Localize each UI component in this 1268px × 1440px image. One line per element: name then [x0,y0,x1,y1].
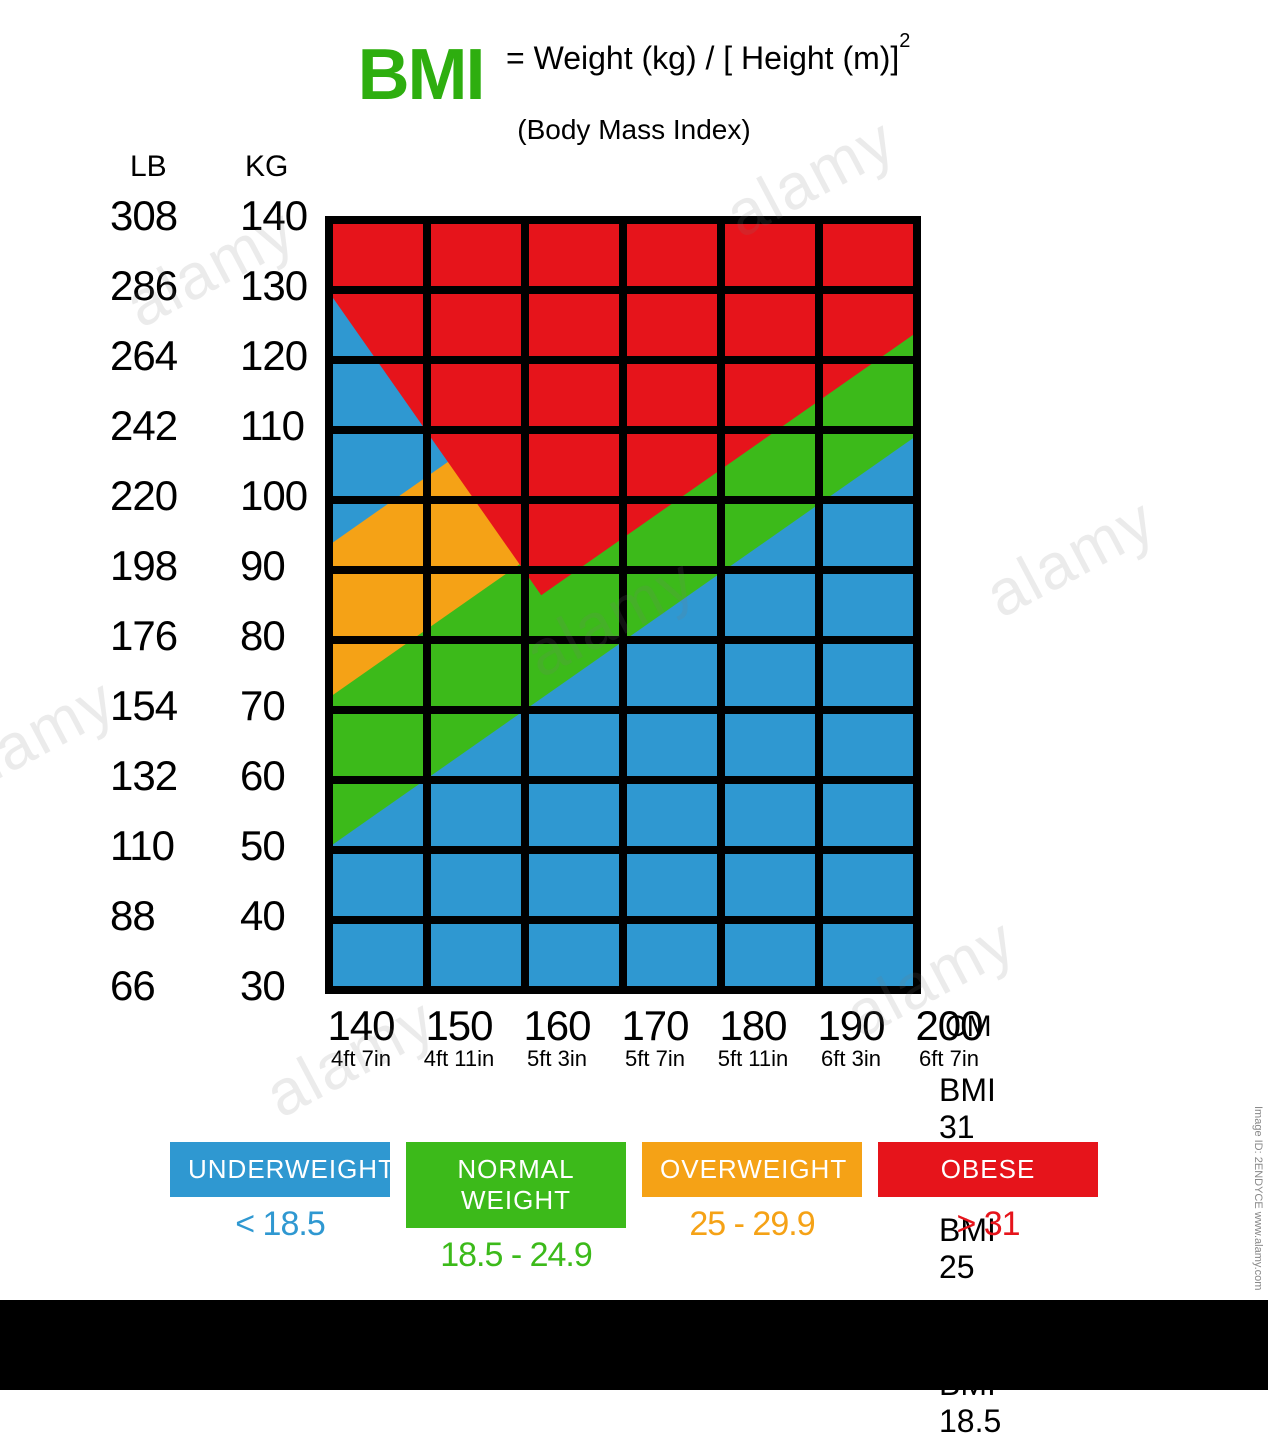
weight-row: 154 70 [110,682,320,730]
kg-header: KG [245,150,288,184]
weight-row: 88 40 [110,892,320,940]
height-col: 1805ft 11in [703,1002,803,1072]
watermark-text: alamy [973,482,1167,632]
ft-value: 6ft 7in [899,1046,999,1072]
lb-value: 110 [110,822,210,870]
lb-value: 220 [110,472,210,520]
chart-header: BMI = Weight (kg) / [ Height (m)]2 (Body… [0,30,1268,146]
kg-value: 120 [240,332,320,380]
lb-value: 198 [110,542,210,590]
ft-value: 4ft 11in [409,1046,509,1072]
weight-row: 110 50 [110,822,320,870]
weight-row: 242 110 [110,402,320,450]
kg-value: 110 [240,402,320,450]
legend-item: OVERWEIGHT 25 - 29.9 [642,1142,862,1275]
lb-value: 264 [110,332,210,380]
height-col: 1705ft 7in [605,1002,705,1072]
legend-range: > 31 [878,1205,1098,1244]
ft-value: 6ft 3in [801,1046,901,1072]
lb-value: 308 [110,192,210,240]
ft-value: 5ft 7in [605,1046,705,1072]
bmi-title: BMI [358,34,484,116]
height-col: 1504ft 11in [409,1002,509,1072]
bmi-formula: = Weight (kg) / [ Height (m)]2 [506,30,910,77]
weight-row: 176 80 [110,612,320,660]
kg-value: 130 [240,262,320,310]
lb-value: 176 [110,612,210,660]
height-col: 1605ft 3in [507,1002,607,1072]
cm-value: 180 [703,1002,803,1050]
bmi-legend: UNDERWEIGHT < 18.5 NORMAL WEIGHT 18.5 - 24.… [170,1142,1098,1275]
height-col: 1906ft 3in [801,1002,901,1072]
lb-value: 66 [110,962,210,1010]
legend-item: OBESE > 31 [878,1142,1098,1275]
lb-header: LB [130,150,167,184]
kg-value: 90 [240,542,320,590]
ft-value: 5ft 11in [703,1046,803,1072]
bmi-subtitle: (Body Mass Index) [0,114,1268,146]
cm-value: 150 [409,1002,509,1050]
weight-row: 132 60 [110,752,320,800]
lb-value: 88 [110,892,210,940]
weight-row: 198 90 [110,542,320,590]
legend-range: < 18.5 [170,1205,390,1244]
legend-box: NORMAL WEIGHT [406,1142,626,1228]
kg-value: 70 [240,682,320,730]
weight-row: 264 120 [110,332,320,380]
lb-value: 242 [110,402,210,450]
ft-value: 4ft 7in [311,1046,411,1072]
ft-value: 5ft 3in [507,1046,607,1072]
kg-value: 40 [240,892,320,940]
kg-value: 140 [240,192,320,240]
kg-value: 100 [240,472,320,520]
weight-row: 66 30 [110,962,320,1010]
watermark-text: alamy [0,662,128,812]
watermark-id: Image ID: 2ENDYCE www.alamy.com [1252,1106,1264,1290]
cm-value: 170 [605,1002,705,1050]
kg-value: 80 [240,612,320,660]
legend-item: NORMAL WEIGHT 18.5 - 24.9 [406,1142,626,1275]
weight-row: 286 130 [110,262,320,310]
lb-value: 132 [110,752,210,800]
bmi-grid: 1404ft 7in1504ft 11in1605ft 3in1705ft 7i… [325,216,921,994]
legend-box: OVERWEIGHT [642,1142,862,1197]
cm-value: 160 [507,1002,607,1050]
cm-unit: CM [945,1010,992,1044]
bmi-marker: BMI 31 [939,1072,996,1146]
kg-value: 50 [240,822,320,870]
weight-row: 220 100 [110,472,320,520]
kg-value: 30 [240,962,320,1010]
legend-box: OBESE [878,1142,1098,1197]
lb-value: 286 [110,262,210,310]
legend-item: UNDERWEIGHT < 18.5 [170,1142,390,1275]
lb-value: 154 [110,682,210,730]
legend-box: UNDERWEIGHT [170,1142,390,1197]
bottom-bar [0,1300,1268,1390]
legend-range: 25 - 29.9 [642,1205,862,1244]
height-col: 1404ft 7in [311,1002,411,1072]
weight-row: 308 140 [110,192,320,240]
kg-value: 60 [240,752,320,800]
cm-value: 190 [801,1002,901,1050]
legend-range: 18.5 - 24.9 [406,1236,626,1275]
cm-value: 140 [311,1002,411,1050]
